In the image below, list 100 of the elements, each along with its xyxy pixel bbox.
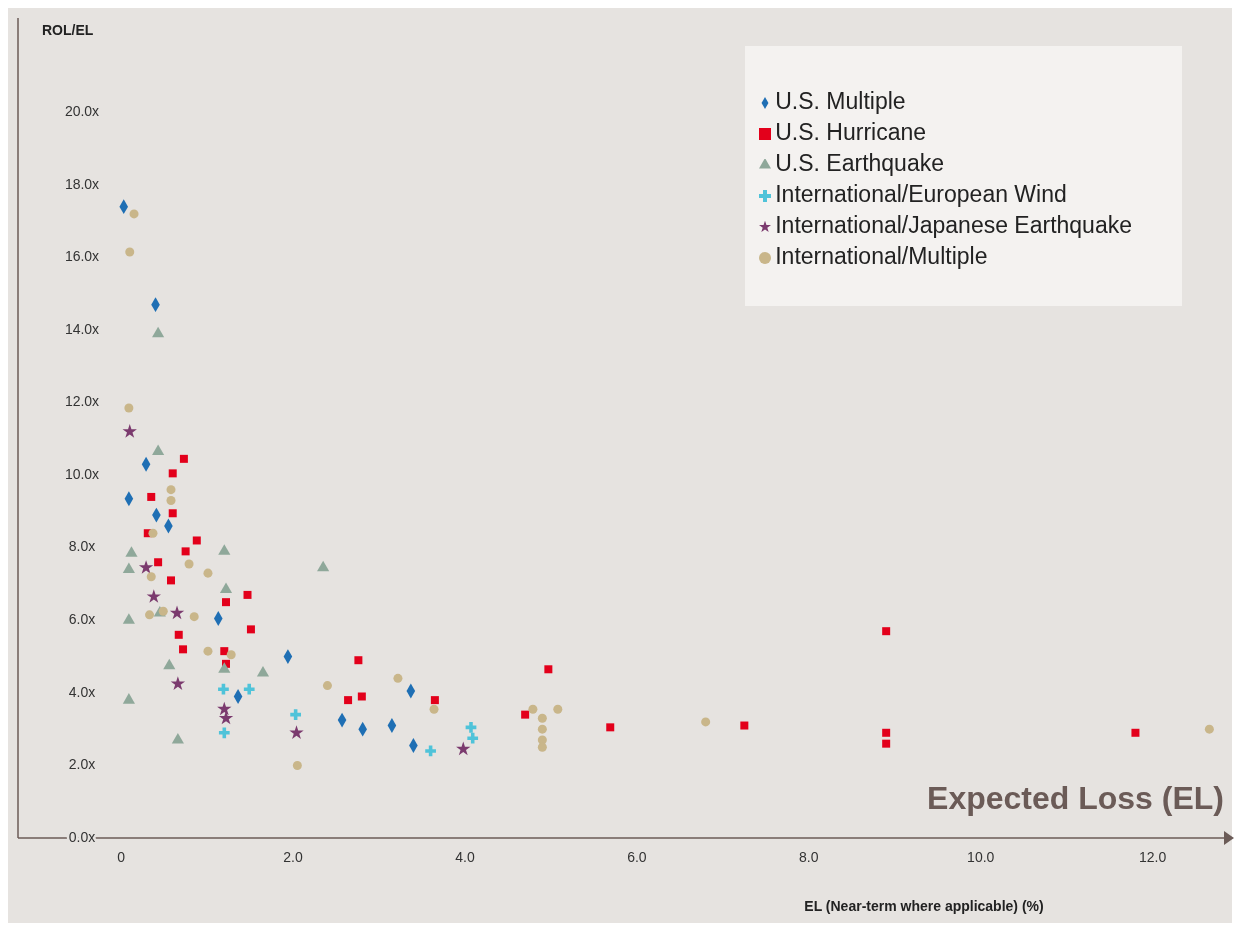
point <box>243 683 255 695</box>
point <box>218 662 231 673</box>
point <box>179 645 188 654</box>
point <box>218 683 229 695</box>
y-tick-label: 4.0x <box>68 683 96 700</box>
point <box>192 536 201 545</box>
point <box>171 733 184 744</box>
point <box>158 606 168 616</box>
x-tick-label: 10.0 <box>967 849 995 865</box>
point <box>218 727 230 739</box>
point <box>152 326 165 338</box>
point <box>166 485 176 495</box>
point <box>220 647 229 656</box>
point <box>882 627 891 636</box>
point <box>152 444 165 456</box>
point <box>163 658 176 670</box>
y-axis-title: ROL/EL <box>42 22 94 38</box>
y-tick-label: 12.0x <box>64 393 100 410</box>
point <box>122 562 135 574</box>
point <box>246 625 255 634</box>
x-tick-label: 6.0 <box>627 849 647 865</box>
point <box>138 560 154 574</box>
point <box>154 558 163 567</box>
point <box>467 732 479 744</box>
point <box>146 572 156 582</box>
point <box>217 701 232 716</box>
x-tick-label: 12.0 <box>1139 849 1167 865</box>
point <box>167 576 175 585</box>
legend-label: International/Japanese Earthquake <box>775 212 1132 238</box>
point <box>169 605 185 620</box>
point <box>344 696 353 705</box>
point <box>218 544 231 555</box>
annotation: Expected Loss (EL) <box>927 780 1224 817</box>
point <box>189 612 199 622</box>
y-tick-label: 18.0x <box>64 175 100 192</box>
point <box>124 403 134 413</box>
point <box>168 469 177 478</box>
point <box>465 721 477 733</box>
point <box>354 656 363 665</box>
point <box>456 741 471 756</box>
point <box>122 693 135 704</box>
y-tick-label: 2.0x <box>68 756 96 773</box>
point <box>544 665 553 674</box>
x-tick-label: 8.0 <box>799 849 819 865</box>
point <box>322 681 332 691</box>
point <box>148 528 158 538</box>
point <box>129 209 139 219</box>
point <box>537 713 547 723</box>
point <box>429 704 439 714</box>
point <box>219 582 233 593</box>
point <box>125 546 138 557</box>
x-tick-label: 2.0 <box>283 849 304 865</box>
point <box>882 739 891 748</box>
point <box>430 696 439 705</box>
y-tick-label: 20.0x <box>64 103 100 120</box>
point <box>701 717 711 727</box>
point <box>168 509 177 518</box>
y-tick-label: 14.0x <box>64 320 100 337</box>
y-tick-label: 10.0x <box>64 465 100 482</box>
point <box>553 704 563 714</box>
point <box>393 673 403 683</box>
y-tick-label: 8.0x <box>68 538 96 555</box>
point <box>147 492 156 501</box>
point <box>203 568 213 578</box>
point <box>179 454 188 463</box>
point <box>317 560 330 572</box>
point <box>222 598 231 607</box>
point <box>243 590 252 599</box>
point <box>537 724 547 734</box>
point <box>181 547 190 556</box>
x-tick-label: 0 <box>117 849 126 865</box>
point <box>184 559 194 569</box>
point <box>882 728 891 737</box>
point <box>289 725 304 739</box>
point <box>357 692 366 701</box>
point <box>521 710 530 719</box>
point <box>145 610 155 620</box>
point <box>292 760 302 770</box>
point <box>170 676 186 690</box>
point <box>740 721 749 730</box>
point <box>528 704 538 714</box>
y-tick-label: 16.0x <box>64 248 100 265</box>
point <box>256 665 270 677</box>
point <box>226 650 236 660</box>
point <box>122 424 137 438</box>
legend-label: U.S. Multiple <box>775 88 906 114</box>
legend-label: U.S. Earthquake <box>775 150 944 176</box>
legend-label: International/European Wind <box>775 181 1067 207</box>
legend-label: U.S. Hurricane <box>775 119 927 145</box>
point <box>122 613 135 624</box>
legend-label: International/Multiple <box>775 243 988 269</box>
point <box>1131 728 1140 737</box>
x-tick-label: 4.0 <box>455 849 475 865</box>
x-axis-title: EL (Near-term where applicable) (%) <box>804 898 1044 914</box>
point <box>166 496 176 506</box>
point <box>218 710 234 725</box>
point <box>606 723 615 732</box>
point <box>146 589 161 603</box>
point <box>125 247 135 257</box>
point <box>537 742 547 752</box>
